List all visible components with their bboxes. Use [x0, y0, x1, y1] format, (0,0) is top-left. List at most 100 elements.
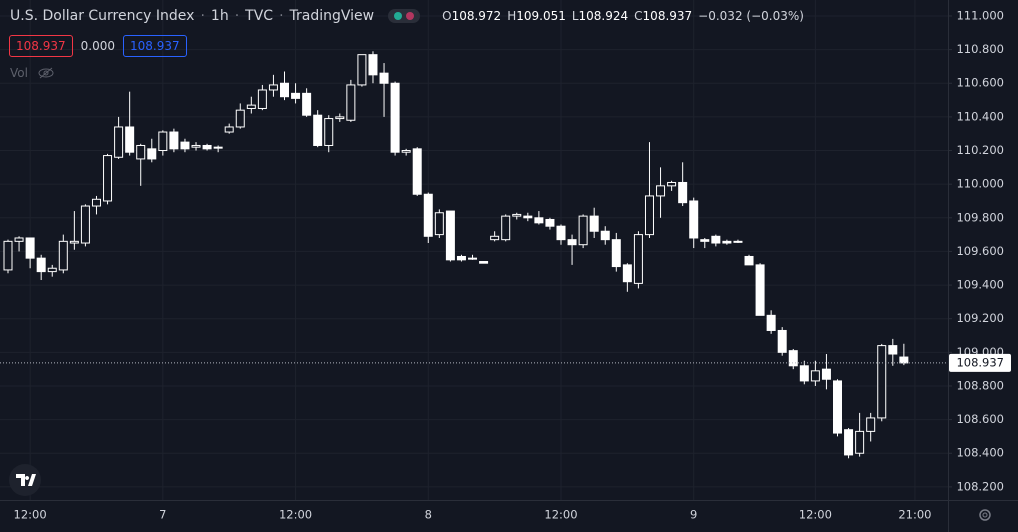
- candle-body: [689, 200, 699, 239]
- candle-body: [711, 235, 721, 244]
- tradingview-logo[interactable]: [9, 464, 41, 496]
- candle-body: [423, 193, 433, 237]
- price-badges: 108.937 0.000 108.937: [9, 35, 187, 57]
- candle-body: [490, 235, 500, 241]
- candle-body: [611, 239, 621, 268]
- candle-body: [744, 255, 754, 266]
- y-tick-label: 110.400: [956, 109, 1004, 123]
- candle-body: [246, 104, 256, 109]
- candle-body: [855, 430, 865, 454]
- y-tick-label: 108.600: [956, 412, 1004, 426]
- separator: ·: [279, 8, 284, 24]
- hide-icon[interactable]: [38, 67, 54, 79]
- candle-body: [622, 264, 632, 283]
- candle-body: [324, 118, 334, 146]
- y-tick-label: 111.000: [956, 8, 1004, 22]
- candle-body: [257, 89, 267, 109]
- candle-body: [58, 240, 68, 271]
- change: −0.032 (−0.03%): [698, 9, 804, 23]
- candle-body: [501, 215, 511, 241]
- ohlc-key: C: [634, 9, 643, 23]
- chart-header: U.S. Dollar Currency Index · 1h · TVC · Tra…: [10, 8, 804, 24]
- y-tick-label: 110.000: [956, 177, 1004, 191]
- candle-body: [36, 257, 46, 273]
- candle-body: [445, 210, 455, 261]
- ohlc-item: L108.924: [572, 9, 628, 23]
- candle-body: [368, 54, 378, 76]
- gear-ring: [979, 509, 991, 521]
- candle-body: [291, 92, 301, 99]
- status-dot: [406, 12, 415, 20]
- candle-body: [114, 126, 124, 158]
- ohlc-item: C108.937: [634, 9, 692, 23]
- ohlc-value: 108.924: [578, 9, 629, 23]
- candle-body: [678, 181, 688, 204]
- candle-body: [47, 267, 57, 273]
- y-tick-label: 109.400: [956, 278, 1004, 292]
- candle-body: [755, 264, 765, 316]
- candle-body: [788, 350, 798, 367]
- y-tick-label: 110.200: [956, 143, 1004, 157]
- candle-body: [468, 257, 478, 260]
- ohlc-legend: O108.972 H109.051 L108.924 C108.937: [442, 9, 692, 23]
- candle-body: [877, 345, 887, 419]
- ohlc-value: 109.051: [516, 9, 566, 23]
- interval[interactable]: 1h: [210, 8, 229, 24]
- candle-body: [268, 84, 278, 91]
- candle-body: [158, 131, 168, 152]
- spread: 0.000: [80, 39, 115, 53]
- candle-body: [80, 205, 90, 244]
- candle-body: [821, 368, 831, 380]
- y-tick-label: 108.200: [956, 479, 1004, 493]
- x-tick-label: 8: [425, 508, 432, 522]
- candle-body: [810, 370, 820, 382]
- candle-body: [799, 365, 809, 382]
- candle-body: [335, 116, 345, 120]
- candle-body: [401, 150, 411, 153]
- candle-body: [202, 144, 212, 150]
- ohlc-key: L: [571, 9, 579, 23]
- candle-body: [357, 54, 367, 86]
- candle-body: [235, 109, 245, 128]
- x-tick-label: 9: [690, 508, 697, 522]
- candle-body: [888, 345, 898, 355]
- candle-body: [14, 237, 24, 242]
- candle-body: [899, 356, 909, 364]
- volume-legend: Vol: [10, 66, 54, 80]
- ask-badge[interactable]: 108.937: [122, 35, 187, 57]
- candle-body: [777, 329, 787, 353]
- candle-body: [379, 72, 389, 84]
- candle-body: [556, 225, 566, 241]
- exchange: TVC: [245, 8, 274, 24]
- candle-body: [213, 146, 223, 149]
- ohlc-item: O108.972: [442, 9, 501, 23]
- candles: [3, 51, 909, 459]
- candle-body: [147, 148, 157, 160]
- candle-body: [313, 114, 323, 146]
- x-tick-label: 7: [159, 508, 166, 522]
- candle-body: [766, 314, 776, 331]
- candle-body: [523, 215, 533, 219]
- bid-badge[interactable]: 108.937: [9, 35, 73, 57]
- candle-body: [91, 198, 101, 207]
- symbol-title[interactable]: U.S. Dollar Currency Index: [10, 8, 195, 24]
- candle-body: [180, 141, 190, 150]
- x-tick-label: 12:00: [544, 508, 577, 522]
- candle-body: [3, 240, 13, 271]
- candle-body: [589, 215, 599, 232]
- ohlc-key: O: [442, 9, 452, 23]
- separator: ·: [234, 8, 240, 24]
- candle-body: [191, 144, 201, 148]
- y-tick-label: 110.600: [956, 76, 1004, 90]
- candle-body: [545, 218, 555, 227]
- candle-body: [512, 213, 522, 217]
- settings-icon[interactable]: [979, 509, 991, 521]
- status-dots[interactable]: [388, 9, 421, 23]
- candle-body: [280, 82, 289, 98]
- last-price-badge: [949, 353, 1011, 372]
- candle-body: [600, 230, 610, 241]
- candle-body: [866, 417, 876, 432]
- candle-body: [346, 84, 356, 121]
